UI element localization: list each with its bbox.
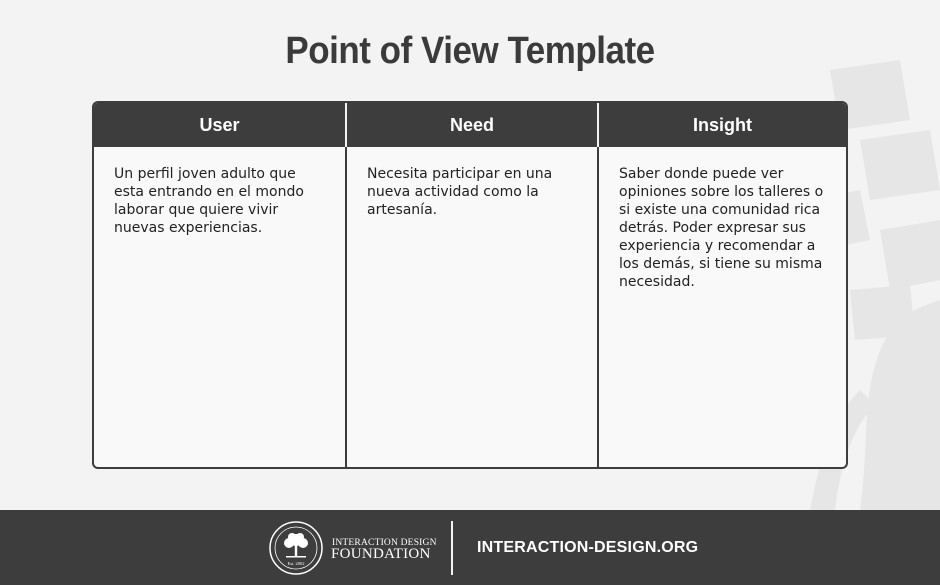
cell-insight: Saber donde puede ver opiniones sobre lo… xyxy=(597,147,846,467)
pov-table: User Need Insight Un perfil joven adulto… xyxy=(92,101,848,469)
cell-need: Necesita participar en una nueva activid… xyxy=(345,147,597,467)
website-link[interactable]: INTERACTION-DESIGN.ORG xyxy=(477,539,699,556)
footer-divider xyxy=(451,521,453,575)
org-name-line2: FOUNDATION xyxy=(331,546,431,562)
footer xyxy=(0,510,940,585)
header-user: User xyxy=(94,103,345,147)
header-insight: Insight xyxy=(597,103,846,147)
seal-text: Est. 2002 xyxy=(287,561,304,566)
org-name-line1: INTERACTION DESIGN xyxy=(332,538,437,548)
cell-user: Un perfil joven adulto que esta entrando… xyxy=(114,166,304,236)
page-title: Point of View Template xyxy=(285,30,655,72)
header-need: Need xyxy=(345,103,597,147)
foundation-seal-logo: Est. 2002 xyxy=(269,521,323,575)
